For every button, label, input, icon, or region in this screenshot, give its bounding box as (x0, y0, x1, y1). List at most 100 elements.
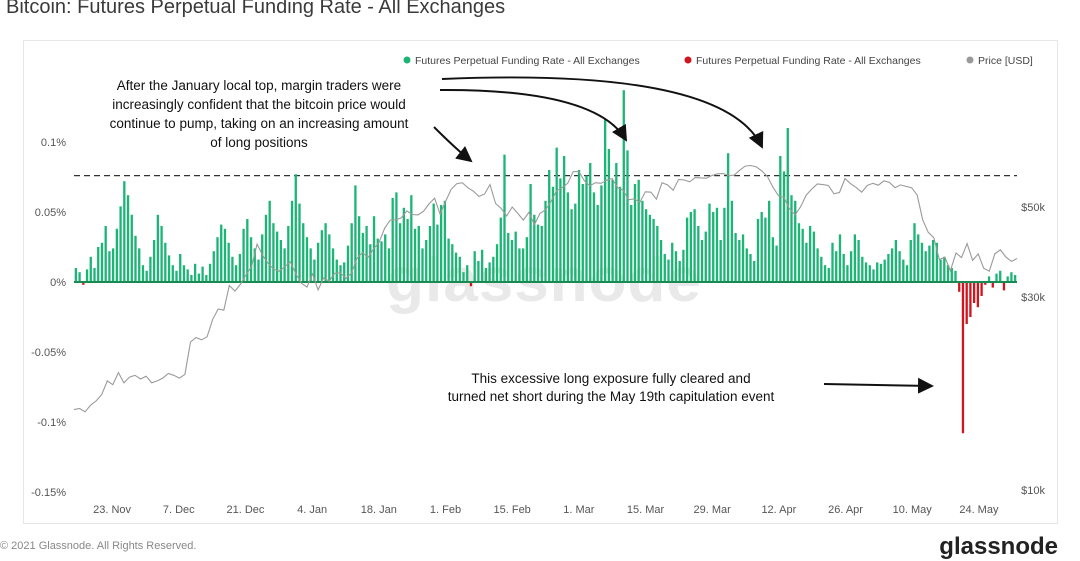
funding-rate-bar (842, 254, 845, 282)
funding-rate-bar (771, 237, 775, 282)
funding-rate-bar (503, 154, 506, 282)
funding-rate-bar (835, 251, 838, 282)
funding-rate-bar (898, 251, 901, 282)
funding-rate-bar (398, 223, 402, 282)
funding-rate-bar (782, 171, 786, 282)
page-title: Bitcoin: Futures Perpetual Funding Rate … (6, 0, 506, 18)
funding-rate-bar (581, 184, 584, 282)
funding-rate-bar (883, 259, 886, 282)
funding-rate-bar (1002, 282, 1006, 291)
funding-rate-bar (533, 214, 536, 282)
funding-rate-bar (920, 242, 924, 282)
funding-rate-bar (663, 254, 666, 282)
funding-rate-bar (894, 240, 898, 282)
funding-rate-bar (887, 254, 890, 282)
funding-rate-bar (939, 259, 942, 282)
funding-rate-bar (473, 251, 476, 282)
funding-rate-bar (652, 219, 655, 282)
funding-rate-bar (555, 147, 558, 282)
funding-rate-bar (290, 200, 294, 282)
funding-rate-bar (294, 174, 297, 282)
funding-rate-bar (402, 207, 406, 282)
funding-rate-bar (466, 265, 469, 282)
funding-rate-bar (678, 261, 681, 282)
funding-rate-bar (510, 240, 514, 282)
funding-rate-bar (145, 270, 148, 282)
funding-rate-bar (827, 268, 830, 282)
funding-rate-bar (417, 226, 420, 282)
annotation-top: After the January local top, margin trad… (110, 76, 764, 163)
funding-rate-bar (849, 251, 853, 282)
funding-rate-bar (521, 248, 525, 282)
funding-rate-bar (141, 265, 145, 282)
annotation-top-line-3: continue to pump, taking on an increasin… (110, 116, 409, 131)
funding-rate-bar (633, 184, 637, 282)
funding-rate-bar (152, 240, 156, 282)
funding-rate-bar (917, 234, 920, 282)
y-left-tick-label: -0.15% (31, 487, 66, 499)
funding-rate-bar (585, 175, 588, 282)
funding-rate-bar (279, 240, 283, 282)
annotation-arrow-1 (433, 126, 473, 163)
annotation-bottom: This excessive long exposure fully clear… (448, 371, 934, 404)
x-tick-label: 29. Mar (694, 504, 732, 516)
funding-rate-bar (741, 234, 745, 282)
funding-rate-bar (689, 212, 693, 282)
annotation-arrow-3 (441, 76, 764, 149)
funding-rate-bar (149, 256, 152, 282)
funding-rate-bar (477, 261, 480, 282)
funding-rate-bar (257, 259, 260, 282)
funding-rate-bar (544, 200, 547, 282)
funding-rate-bar (391, 198, 394, 282)
annotation-bottom-line-1: This excessive long exposure fully clear… (471, 371, 750, 386)
x-tick-label: 12. Apr (761, 504, 796, 516)
funding-rate-bar (909, 240, 912, 282)
funding-rate-bar (536, 224, 540, 282)
legend-label: Futures Perpetual Funding Rate - All Exc… (415, 55, 640, 67)
funding-rate-bar (264, 214, 268, 282)
funding-rate-bar (525, 237, 529, 282)
funding-rate-bar (369, 244, 372, 282)
funding-rate-bar (644, 209, 648, 282)
funding-rate-bar (905, 265, 909, 282)
funding-rate-bar (719, 240, 722, 282)
funding-rate-bar (365, 226, 368, 282)
copyright-text: © 2021 Glassnode. All Rights Reserved. (0, 540, 197, 552)
funding-rate-bar (201, 266, 204, 282)
funding-rate-bar (589, 163, 592, 282)
funding-rate-bar (111, 248, 115, 282)
funding-rate-bar (376, 238, 379, 282)
funding-rate-bar (972, 282, 976, 303)
funding-rate-bar (238, 254, 242, 282)
funding-rate-bar (179, 254, 182, 282)
funding-rate-bar (924, 251, 927, 282)
funding-rate-bar (868, 265, 871, 282)
funding-rate-bar (436, 224, 439, 282)
funding-rate-bar (462, 272, 465, 282)
funding-rate-bar (656, 226, 659, 282)
funding-rate-bar (559, 178, 562, 282)
funding-rate-bar (220, 224, 223, 282)
funding-rate-bar (380, 241, 383, 282)
funding-rate-bar (115, 228, 119, 282)
y-left-tick-label: 0.1% (41, 137, 66, 149)
funding-rate-bar (715, 207, 719, 282)
funding-rate-bar (641, 200, 644, 282)
funding-rate-bar (216, 237, 219, 282)
x-tick-label: 10. May (893, 504, 933, 516)
y-axis-right: $50k $30k $10k (1021, 202, 1045, 497)
annotation-arrow-4 (823, 377, 934, 394)
funding-rate-bar (518, 248, 521, 282)
funding-rate-bar (313, 259, 316, 282)
funding-rate-bar (693, 209, 696, 282)
funding-rate-bar (89, 256, 92, 282)
y-axis-left: 0.1% 0.05% 0% -0.05% -0.1% -0.15% (31, 137, 66, 499)
funding-rate-bar (876, 262, 879, 282)
chart-frame: glassnode Futures Perpetual Funding Rate… (23, 40, 1058, 524)
funding-rate-bar (812, 231, 816, 282)
legend-marker (966, 56, 974, 64)
x-tick-label: 4. Jan (297, 504, 327, 516)
funding-rate-bar (659, 240, 663, 282)
funding-rate-bar (622, 90, 625, 282)
funding-rate-bar (443, 200, 447, 282)
